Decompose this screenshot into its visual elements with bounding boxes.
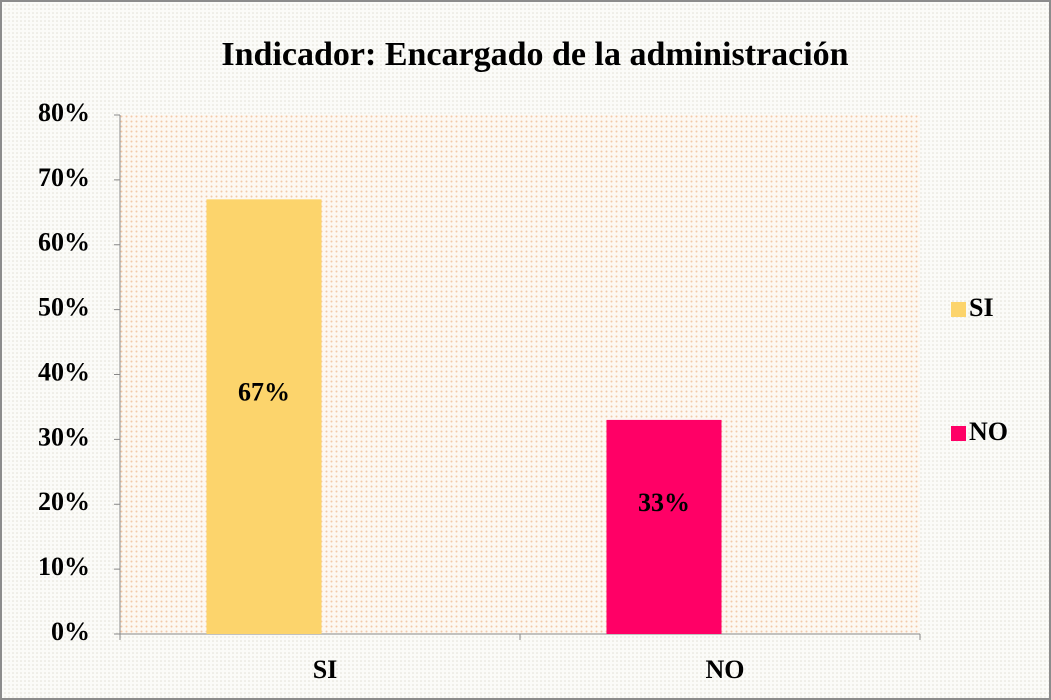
x-tick-label: SI	[313, 655, 338, 684]
y-tick-label: 70%	[38, 163, 90, 192]
x-tick-label: NO	[706, 655, 745, 684]
legend-swatch	[951, 426, 966, 441]
y-tick-label: 20%	[38, 487, 90, 516]
data-label: 33%	[638, 488, 690, 517]
bar	[206, 199, 322, 634]
legend-swatch	[951, 302, 966, 317]
y-tick-label: 30%	[38, 422, 90, 451]
legend-label: NO	[969, 417, 1008, 446]
y-tick-label: 40%	[38, 357, 90, 386]
legend-label: SI	[969, 293, 994, 322]
data-label: 67%	[238, 378, 290, 407]
y-tick-label: 60%	[38, 228, 90, 257]
bar	[606, 419, 722, 634]
y-tick-label: 10%	[38, 552, 90, 581]
y-tick-label: 80%	[38, 98, 90, 127]
chart-title: Indicador: Encargado de la administració…	[221, 36, 848, 73]
y-tick-label: 0%	[51, 617, 90, 646]
y-tick-label: 50%	[38, 293, 90, 322]
